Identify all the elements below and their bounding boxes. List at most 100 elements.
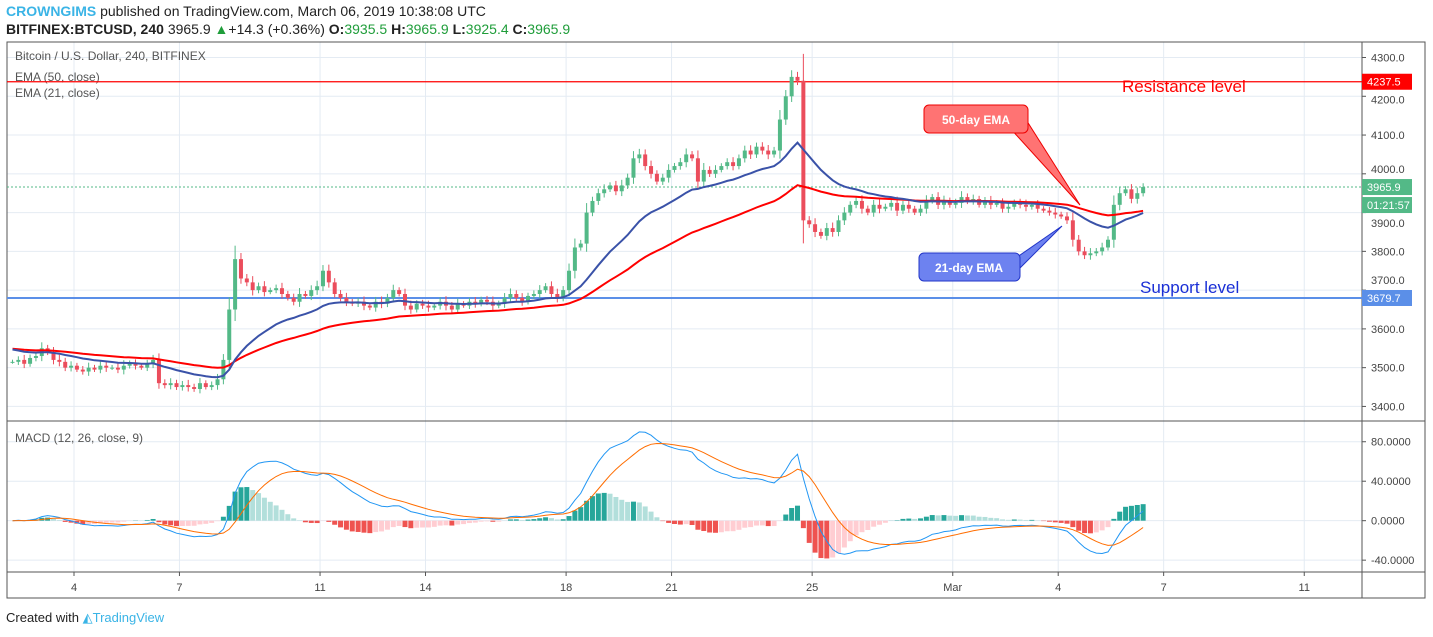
price-tick-label: 4000.0	[1371, 164, 1405, 176]
macd-histogram-bar	[677, 520, 683, 525]
candle-up	[33, 356, 38, 358]
macd-histogram-bar	[1052, 520, 1058, 523]
candle-up	[1123, 189, 1128, 194]
macd-histogram-bar	[695, 520, 701, 530]
macd-histogram-bar	[156, 520, 162, 523]
macd-histogram-bar	[308, 520, 314, 523]
candle-up	[625, 177, 630, 186]
candle-up	[660, 177, 665, 182]
macd-histogram-bar	[824, 520, 830, 559]
candle-up	[941, 200, 946, 205]
time-tick-label: 25	[806, 582, 818, 594]
candle-down	[766, 150, 771, 155]
candle-up	[619, 185, 624, 192]
macd-histogram-bar	[121, 520, 127, 522]
candle-down	[192, 387, 197, 389]
macd-histogram-bar	[683, 520, 689, 525]
macd-histogram-bar	[906, 518, 912, 521]
macd-histogram-bar	[671, 520, 677, 524]
macd-histogram-bar	[543, 517, 549, 521]
candle-up	[121, 365, 126, 370]
candle-up	[684, 154, 689, 163]
candle-down	[1082, 251, 1087, 256]
candle-down	[338, 294, 343, 298]
time-tick-label: 11	[314, 582, 325, 594]
macd-histogram-bar	[865, 520, 871, 531]
macd-histogram-bar	[589, 496, 595, 521]
macd-histogram-bar	[607, 493, 613, 521]
macd-histogram-bar	[1011, 519, 1017, 521]
candle-up	[1029, 204, 1034, 207]
candle-up	[854, 200, 859, 205]
candle-down	[244, 278, 249, 283]
macd-histogram-bar	[402, 520, 408, 528]
macd-histogram-bar	[109, 520, 115, 523]
macd-histogram-bar	[882, 520, 888, 523]
macd-histogram-bar	[830, 520, 836, 558]
candle-up	[590, 200, 595, 213]
time-tick-label: 14	[419, 582, 431, 594]
time-tick-label: 11	[1299, 582, 1310, 594]
macd-histogram-bar	[86, 520, 92, 525]
candle-down	[203, 383, 208, 388]
macd-histogram-bar	[431, 520, 437, 527]
time-tick-label: 18	[560, 582, 572, 594]
candle-down	[397, 290, 402, 294]
resistance-annotation: Resistance level	[1122, 77, 1246, 96]
time-tick-label: Mar	[943, 582, 962, 594]
candle-down	[250, 282, 255, 291]
candle-down	[174, 383, 179, 388]
macd-histogram-bar	[947, 515, 953, 521]
candle-down	[695, 158, 700, 182]
candle-down	[133, 363, 138, 366]
candle-down	[186, 385, 191, 388]
low-value: 3925.4	[465, 21, 509, 37]
macd-histogram-bar	[941, 515, 947, 521]
candle-up	[871, 204, 876, 213]
indicator-legend: EMA (21, close)	[15, 86, 100, 100]
candle-down	[1023, 204, 1028, 207]
ema50-callout-box	[923, 104, 1029, 134]
macd-histogram-bar	[238, 487, 244, 521]
macd-histogram-bar	[836, 520, 842, 554]
macd-histogram-bar	[818, 520, 824, 559]
candle-down	[514, 294, 519, 298]
macd-histogram-bar	[437, 520, 443, 526]
macd-histogram-bar	[783, 514, 789, 521]
resistance-price-label-bg	[1362, 73, 1412, 90]
up-arrow-icon: ▲	[214, 21, 229, 37]
candle-down	[520, 297, 525, 302]
candle-up	[1088, 253, 1093, 256]
candle-up	[596, 193, 601, 201]
author-link[interactable]: CROWNGIMS	[6, 3, 97, 19]
macd-histogram-bar	[724, 520, 730, 532]
macd-histogram-bar	[736, 520, 742, 530]
macd-histogram-bar	[373, 520, 379, 533]
macd-histogram-bar	[742, 520, 748, 528]
candle-down	[408, 305, 413, 310]
candle-up	[789, 76, 794, 97]
macd-histogram-bar	[349, 520, 355, 532]
tradingview-link[interactable]: TradingView	[92, 610, 165, 625]
candle-down	[291, 297, 296, 302]
macd-histogram-bar	[1005, 519, 1011, 521]
macd-histogram-bar	[759, 520, 765, 526]
macd-histogram-bar	[338, 520, 344, 528]
macd-histogram-bar	[1093, 520, 1099, 533]
macd-histogram-bar	[174, 520, 180, 527]
symbol: BITFINEX:BTCUSD, 240	[6, 21, 164, 37]
candle-up	[110, 367, 115, 369]
macd-histogram-bar	[367, 520, 373, 534]
candle-up	[701, 169, 706, 182]
macd-histogram-bar	[701, 520, 707, 532]
candle-up	[1100, 247, 1105, 252]
macd-histogram-bar	[302, 520, 308, 523]
open-value: 3935.5	[344, 21, 388, 37]
candle-down	[332, 282, 337, 294]
macd-histogram-bar	[630, 501, 636, 521]
macd-histogram-bar	[466, 520, 472, 524]
macd-histogram-bar	[871, 520, 877, 527]
countdown-label-bg	[1362, 197, 1412, 214]
macd-histogram-bar	[918, 518, 924, 521]
